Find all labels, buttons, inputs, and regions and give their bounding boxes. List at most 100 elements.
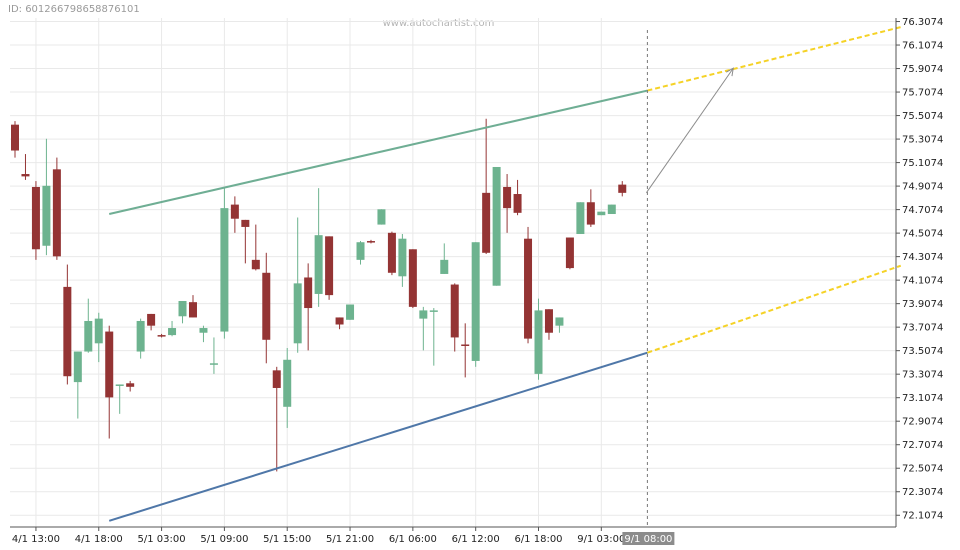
current-time-badge [622, 532, 675, 545]
candle [304, 263, 313, 351]
candle-body [356, 242, 365, 260]
candle-body [157, 335, 166, 337]
candle [398, 233, 407, 287]
forecast-lower-line [647, 264, 902, 354]
candle [94, 312, 103, 363]
y-tick-label: 75.5074 [902, 111, 943, 122]
candle-body [440, 259, 449, 274]
x-tick-label: 6/1 18:00 [514, 534, 562, 545]
candle-body [136, 320, 145, 352]
candle-body [188, 302, 197, 318]
candle-body [94, 318, 103, 344]
candle-body [115, 384, 124, 386]
candle-body [534, 310, 543, 374]
candle [241, 219, 250, 264]
y-tick-label: 73.3074 [902, 370, 943, 381]
candle-body [335, 317, 344, 325]
y-tick-label: 73.7074 [902, 323, 943, 334]
candle [230, 196, 239, 233]
candle [209, 337, 218, 374]
candle-body [209, 363, 218, 365]
candle-body [555, 317, 564, 326]
candle-body [597, 211, 606, 216]
candle [136, 318, 145, 359]
candle [387, 231, 396, 276]
candle-body [607, 204, 616, 215]
candle-body [147, 313, 156, 326]
candle-body [199, 328, 208, 333]
candle [11, 121, 19, 158]
candle [366, 239, 375, 244]
candle [314, 188, 323, 307]
candle-body [304, 277, 313, 309]
y-tick-label: 76.3074 [902, 17, 943, 28]
candle-body [220, 208, 229, 332]
y-tick-label: 72.3074 [902, 487, 943, 498]
y-tick-label: 75.1074 [902, 158, 943, 169]
candle-body [283, 359, 292, 407]
candle-body [42, 185, 51, 246]
candle [283, 348, 292, 428]
candle [42, 138, 51, 256]
candle [178, 300, 187, 324]
candle [419, 306, 428, 351]
x-tick-label: 6/1 12:00 [452, 534, 500, 545]
candle [31, 181, 40, 260]
y-tick-label: 72.5074 [902, 464, 943, 475]
forecast-arrow [645, 67, 734, 194]
axes: 76.3074 76.1074 75.9074 75.7074 75.5074 75.30… [10, 17, 943, 545]
candle [471, 242, 480, 367]
candle [105, 325, 114, 439]
candle-body [21, 174, 30, 177]
candle-body [11, 124, 19, 151]
y-tick-label: 74.3074 [902, 252, 943, 263]
candle [597, 211, 606, 216]
candle-body [262, 272, 271, 340]
candle [21, 154, 30, 180]
candle-body [325, 236, 334, 296]
y-tick-label: 72.7074 [902, 440, 943, 451]
candle-body [126, 383, 135, 387]
candle [492, 166, 501, 286]
candle [555, 317, 564, 333]
candle [377, 209, 386, 225]
y-tick-label: 74.7074 [902, 205, 943, 216]
y-tick-label: 75.9074 [902, 64, 943, 75]
candle-body [450, 284, 459, 338]
candle [482, 118, 491, 254]
candle [325, 236, 334, 300]
candle-body [84, 320, 93, 352]
candle [272, 366, 281, 472]
candle [450, 283, 459, 352]
candle-body [544, 309, 553, 333]
chart-id-label: ID: 601266798658876101 [8, 4, 140, 15]
candle-body [52, 169, 61, 257]
candle-body [272, 370, 281, 388]
candle [607, 204, 616, 215]
x-tick-label: 4/1 13:00 [12, 534, 60, 545]
y-tick-label: 74.5074 [902, 229, 943, 240]
y-tick-label: 76.1074 [902, 41, 943, 52]
candle-body [377, 209, 386, 225]
x-tick-label: 9/1 03:00 [577, 534, 625, 545]
candle-body [461, 344, 470, 346]
forecast-arrow-head [726, 67, 734, 77]
candle-body [471, 242, 480, 361]
candle [115, 384, 124, 414]
candle-body [168, 328, 177, 336]
candle [157, 333, 166, 338]
candle-body [618, 184, 627, 193]
grid [10, 18, 896, 527]
watermark: www.autochartist.com [382, 18, 495, 29]
y-tick-label: 74.9074 [902, 182, 943, 193]
candle [408, 249, 417, 309]
y-tick-label: 75.7074 [902, 88, 943, 99]
candle-body [398, 238, 407, 277]
candle [52, 157, 61, 260]
x-tick-label: 5/1 15:00 [263, 534, 311, 545]
candle-body [503, 186, 512, 209]
candle [199, 325, 208, 343]
channel-upper-line [109, 89, 648, 215]
candle [356, 241, 365, 265]
